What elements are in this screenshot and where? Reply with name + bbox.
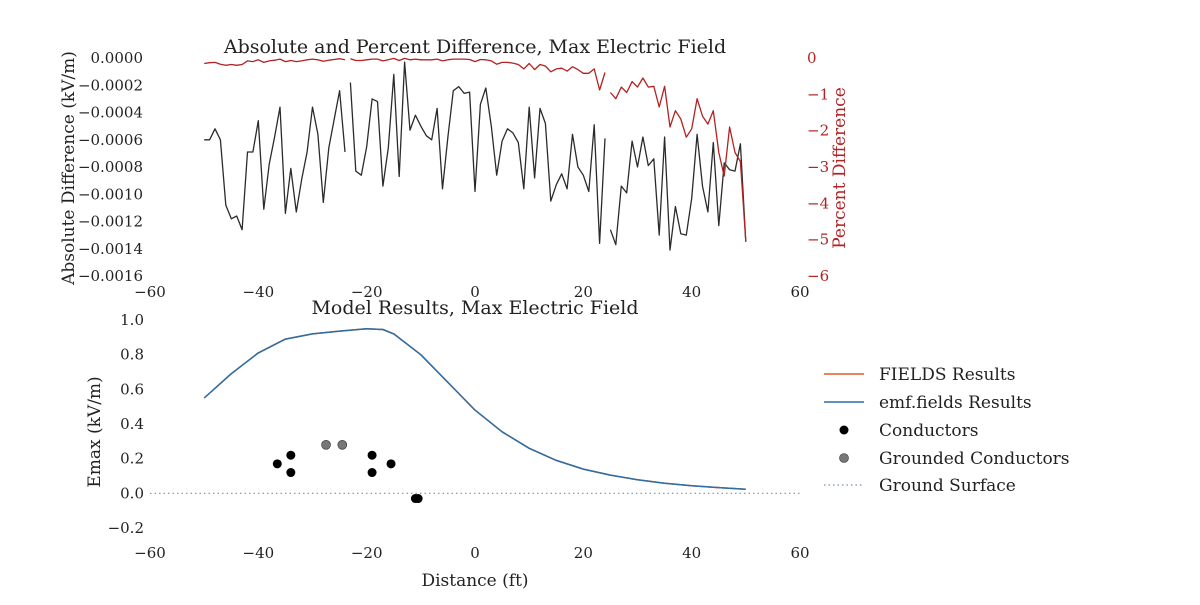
right-y-tick-label: −2 [807,122,829,140]
y-tick-label: −0.0016 [78,267,143,285]
conductor-marker [413,494,423,504]
y-tick-label: 0.6 [120,380,144,398]
y-tick-label: 0.0000 [91,49,144,67]
legend-swatch-conductors [839,425,849,435]
right-y-tick-label: −6 [807,267,829,285]
y-tick-label: 0.0 [120,484,144,502]
difference-chart-y-ticks: 0.0000 −0.0002 −0.0004 −0.0006 −0.0008 −0.001… [78,49,143,285]
x-tick-label: −40 [243,544,275,562]
difference-chart-x-ticks: −60 −40 −20 0 20 40 60 [134,283,809,301]
right-y-tick-label: −4 [807,194,829,212]
right-y-tick-label: 0 [807,49,817,67]
legend-swatch-grounded [839,453,849,463]
x-tick-label: −60 [134,283,166,301]
emf-fields-results-line [203,327,746,490]
conductor-marker [367,450,377,460]
right-y-tick-label: −1 [807,85,829,103]
y-tick-label: −0.0004 [78,104,143,122]
right-y-tick-label: −3 [807,158,829,176]
y-tick-label: −0.0012 [78,213,143,231]
difference-chart-y-label: Absolute Difference (kV/m) [59,51,79,286]
model-results-x-ticks: −60 −40 −20 0 20 40 60 [134,544,809,562]
y-tick-label: −0.0010 [78,185,143,203]
fields-results-line [203,327,746,490]
legend-entry-grounded: Grounded Conductors [879,449,1070,469]
y-tick-label: 0.4 [120,415,144,433]
conductor-marker [386,459,396,469]
grounded-conductor-marker [337,439,348,450]
y-tick-label: 0.2 [120,450,144,468]
conductor-marker [272,459,282,469]
model-results-x-label: Distance (ft) [421,571,528,591]
difference-chart-series [204,57,747,251]
model-results-y-label: Emax (kV/m) [85,376,105,487]
model-results-y-ticks: 1.0 0.8 0.6 0.4 0.2 0.0 −0.2 [108,311,144,537]
model-results-series [203,327,746,490]
conductor-marker [286,468,296,478]
x-tick-label: 60 [790,544,809,562]
x-tick-label: −20 [351,544,383,562]
x-tick-label: 0 [470,283,480,301]
difference-chart: Absolute and Percent Difference, Max Ele… [59,36,850,301]
x-tick-label: 0 [470,544,480,562]
percent-difference-line [204,57,747,242]
right-y-tick-label: −5 [807,231,829,249]
y-tick-label: −0.0002 [78,76,143,94]
y-tick-label: 1.0 [120,311,144,329]
x-tick-label: −20 [351,283,383,301]
x-tick-label: 20 [574,283,593,301]
y-tick-label: −0.0008 [78,158,143,176]
model-results-chart-title: Model Results, Max Electric Field [311,297,638,319]
grounded-conductor-marker [321,439,331,450]
model-results-chart: Model Results, Max Electric Field −60 −40… [85,297,810,591]
difference-chart-right-y-ticks: 0 −1 −2 −3 −4 −5 −6 [807,49,829,285]
y-tick-label: 0.8 [120,346,144,364]
legend-entry-fields: FIELDS Results [879,365,1015,385]
x-tick-label: 40 [682,544,701,562]
legend-entry-emf: emf.fields Results [879,393,1032,413]
difference-chart-right-y-label: Percent Difference [830,87,850,249]
conductor-marker [286,450,296,460]
conductor-markers [272,439,423,504]
x-tick-label: 20 [574,544,593,562]
conductor-marker [367,468,377,478]
y-tick-label: −0.0006 [78,131,143,149]
legend-entry-conductors: Conductors [879,421,978,441]
x-tick-label: 60 [790,283,809,301]
y-tick-label: −0.2 [108,519,144,537]
x-tick-label: 40 [682,283,701,301]
x-tick-label: −40 [243,283,275,301]
legend-entry-ground: Ground Surface [879,476,1016,496]
y-tick-label: −0.0014 [78,240,143,258]
x-tick-label: −60 [134,544,166,562]
difference-chart-title: Absolute and Percent Difference, Max Ele… [223,36,726,58]
legend: FIELDS Results emf.fields Results Conduc… [824,365,1070,496]
